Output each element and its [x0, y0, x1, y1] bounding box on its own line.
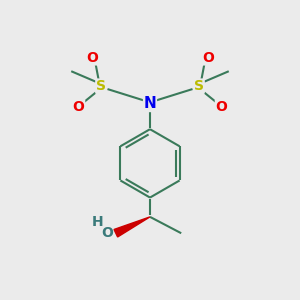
Text: S: S — [96, 79, 106, 93]
Text: O: O — [102, 226, 113, 240]
Text: O: O — [215, 100, 227, 114]
Text: O: O — [202, 51, 214, 65]
Text: N: N — [144, 96, 156, 111]
Text: O: O — [86, 51, 98, 65]
Polygon shape — [114, 217, 150, 237]
Text: O: O — [73, 100, 85, 114]
Text: S: S — [194, 79, 204, 93]
Text: H: H — [92, 215, 104, 229]
